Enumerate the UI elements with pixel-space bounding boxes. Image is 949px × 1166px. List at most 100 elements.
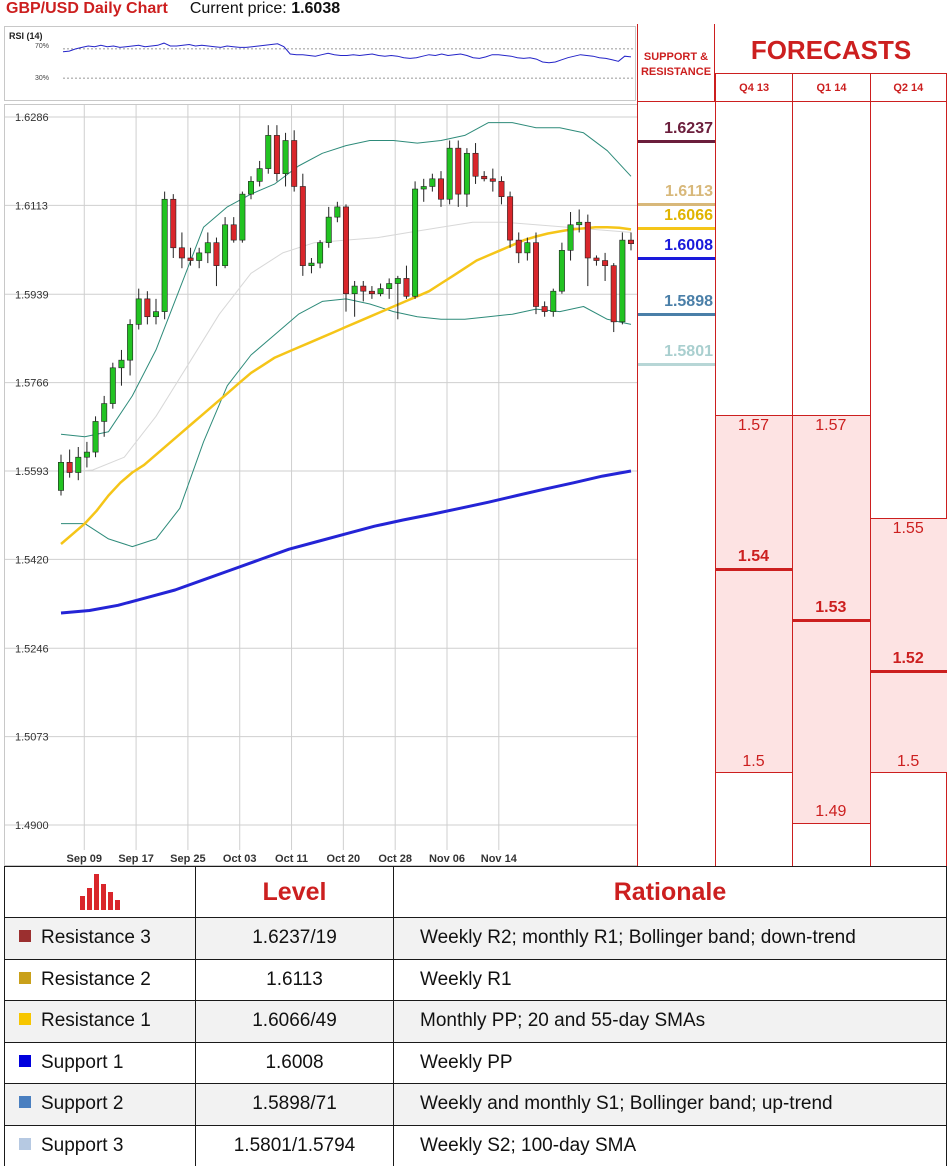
- level-name: Support 3: [41, 1134, 124, 1156]
- candle: [498, 181, 505, 197]
- candle: [368, 290, 375, 295]
- candle: [602, 260, 609, 266]
- level-name-cell: Resistance 3: [4, 917, 196, 960]
- candle: [308, 262, 315, 266]
- forecast-header: SUPPORT & RESISTANCE FORECASTS Q4 13 Q1 …: [637, 24, 947, 102]
- rsi-chart: [62, 42, 633, 79]
- candle: [386, 283, 393, 289]
- candle: [481, 175, 488, 180]
- candle: [196, 252, 203, 261]
- sr-line: [638, 313, 715, 317]
- y-tick-label: 1.5766: [15, 378, 49, 390]
- level-name-cell: Resistance 1: [4, 1000, 196, 1043]
- forecast-mid-line: [793, 618, 870, 622]
- forecast-panel: SUPPORT & RESISTANCE FORECASTS Q4 13 Q1 …: [637, 24, 947, 866]
- sr-line: [638, 362, 715, 366]
- quarter-heading-q1-14: Q1 14: [792, 74, 870, 102]
- candle: [343, 206, 349, 295]
- sr-value-label: 1.5801: [664, 342, 713, 360]
- candle: [403, 278, 410, 297]
- candle: [109, 367, 116, 404]
- current-price-value: 1.6038: [291, 0, 341, 17]
- candle: [463, 152, 470, 195]
- sr-value-label: 1.6008: [664, 237, 713, 254]
- candle: [127, 324, 134, 361]
- candle: [429, 178, 436, 187]
- x-tick-label: Nov 14: [481, 853, 518, 865]
- level-value-cell: 1.6237/19: [195, 917, 394, 960]
- chart-title: GBP/USD Daily Chart: [6, 0, 168, 17]
- candle: [360, 285, 367, 292]
- forecast-high-label: 1.57: [737, 417, 770, 435]
- price-chart: 1.6286 1.6113 1.5939 1.5766 1.5593 1.5420 1.52…: [4, 104, 638, 866]
- table-body: Resistance 3 1.6237/19 Weekly R2; monthly …: [4, 917, 947, 1166]
- sr-line: [638, 257, 715, 260]
- x-tick-label: Oct 03: [223, 853, 257, 865]
- forecast-body: 1.6237 1.6113 1.6066 1.6008 1.5898 1.5801 1.57…: [637, 102, 947, 866]
- candle: [420, 186, 427, 190]
- candle: [58, 462, 64, 491]
- forecast-mid-label: 1.54: [737, 547, 770, 565]
- forecast-low-label: 1.5: [897, 752, 920, 770]
- rsi-level-70: 70%: [35, 43, 50, 50]
- x-tick-label: Sep 25: [170, 853, 205, 865]
- table-row: Support 3 1.5801/1.5794 Weekly S2; 100-day…: [4, 1124, 947, 1166]
- candle: [541, 306, 548, 312]
- candle: [256, 168, 263, 182]
- forecast-range-box: [716, 415, 793, 773]
- candle: [507, 196, 514, 241]
- level-name: Support 1: [41, 1051, 124, 1073]
- forecast-column-divider: [946, 102, 947, 866]
- candle: [135, 298, 142, 325]
- candle: [248, 181, 254, 195]
- forecast-mid-line: [870, 669, 947, 673]
- candle: [567, 224, 574, 251]
- candle: [351, 285, 358, 295]
- sr-line: [638, 227, 715, 231]
- y-tick-label: 1.6286: [15, 112, 49, 124]
- y-tick-label: 1.5246: [15, 643, 49, 655]
- rsi-title: RSI (14): [9, 31, 43, 41]
- level-name-cell: Support 1: [4, 1041, 196, 1084]
- forecast-mid-line: [716, 567, 793, 571]
- sr-line: [638, 140, 715, 144]
- y-tick-label: 1.5420: [15, 554, 49, 566]
- color-swatch: [19, 1054, 31, 1067]
- rationale-header: Rationale: [393, 866, 947, 918]
- candle: [239, 193, 246, 241]
- levels-table: Level Rationale Resistance 3 1.6237/19 Wee…: [4, 866, 947, 1166]
- table-header-row: Level Rationale: [4, 866, 947, 918]
- sr-value-label: 1.6237: [664, 120, 713, 138]
- candle: [558, 250, 565, 292]
- color-swatch: [19, 1096, 31, 1109]
- rationale-cell: Monthly PP; 20 and 55-day SMAs: [393, 1000, 947, 1043]
- candle: [550, 290, 557, 312]
- x-tick-label: Oct 20: [327, 853, 361, 865]
- current-price-label: Current price:: [189, 0, 287, 17]
- candle: [325, 216, 332, 243]
- bollinger-lower-line: [61, 298, 632, 548]
- candle: [317, 242, 324, 264]
- candle: [334, 206, 341, 218]
- rationale-cell: Weekly PP: [393, 1041, 947, 1084]
- candle: [118, 359, 125, 369]
- forecast-low-label: 1.49: [815, 803, 847, 820]
- candle: [515, 239, 522, 254]
- candle: [533, 242, 539, 307]
- candle: [489, 178, 496, 182]
- candle: [230, 224, 237, 241]
- candle: [187, 257, 194, 261]
- candle: [394, 278, 401, 284]
- candle: [282, 140, 289, 175]
- candle: [610, 265, 617, 323]
- forecast-low-label: 1.5: [742, 752, 765, 770]
- x-tick-label: Sep 17: [118, 853, 153, 865]
- rationale-cell: Weekly R1: [393, 958, 947, 1001]
- forecast-mid-label: 1.52: [892, 649, 924, 667]
- chart-header: GBP/USD Daily Chart Current price: 1.603…: [6, 0, 340, 22]
- y-tick-label: 1.5593: [15, 466, 49, 478]
- rationale-cell: Weekly and monthly S1; Bollinger band; u…: [393, 1083, 947, 1126]
- forecast-column-divider: [792, 102, 794, 866]
- candle: [144, 298, 151, 318]
- bollinger-upper-line: [60, 122, 632, 438]
